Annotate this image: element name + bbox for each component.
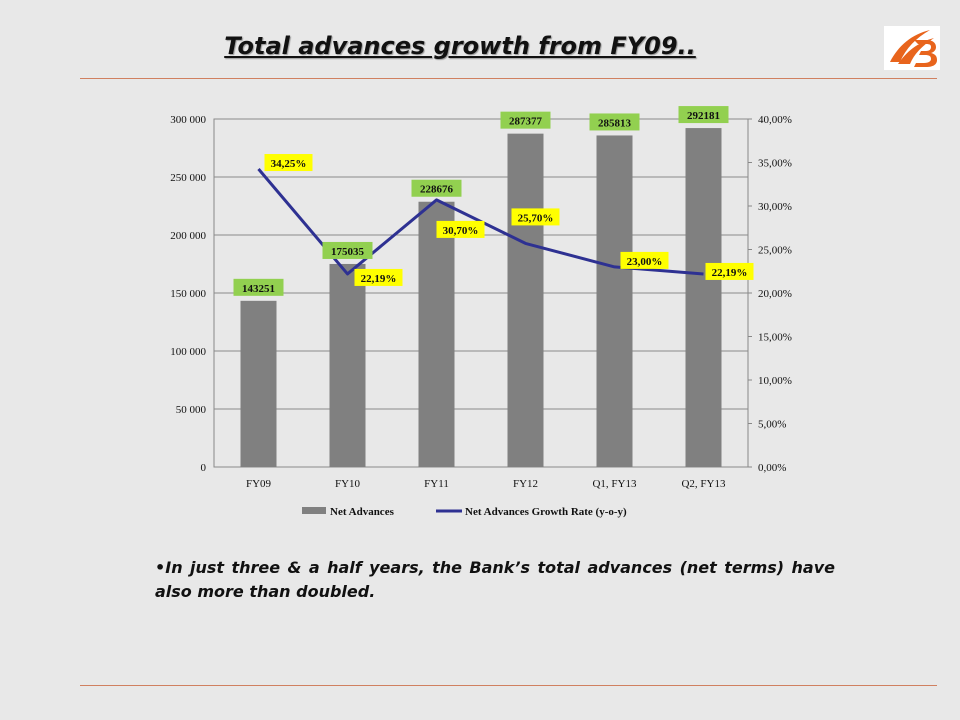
right-tick-label: 10,00%: [758, 375, 792, 387]
bar-label-text: 292181: [687, 110, 720, 122]
line-label-box: [354, 268, 403, 286]
x-tick-label: FY09: [246, 478, 272, 490]
line-label-text: 34,25%: [271, 158, 307, 170]
left-tick-label: 100 000: [170, 346, 206, 358]
right-tick-label: 35,00%: [758, 158, 792, 170]
bar-label-text: 287377: [509, 116, 543, 128]
line-label-text: 30,70%: [443, 225, 479, 237]
left-axis-ticks: 0 50 000 100 000 150 000 200 000 250 000 300 0…: [170, 114, 206, 474]
slide-title: Total advances growth from FY09..: [224, 32, 696, 60]
chart: FY09 FY10 FY11 FY12 Q1, FY13 Q2, FY13 0 50 000…: [170, 106, 792, 518]
x-tick-label: FY10: [335, 478, 361, 490]
line-data-label: 30,70%: [436, 220, 485, 238]
bank-logo: [884, 26, 940, 70]
left-tick-label: 300 000: [170, 114, 206, 126]
bar-data-label: 228676: [411, 179, 462, 197]
bar-label-box: [589, 113, 640, 131]
left-tick-label: 250 000: [170, 172, 206, 184]
legend-bar-swatch: [302, 507, 326, 514]
line-data-label: 23,00%: [620, 251, 669, 269]
left-tick-label: 200 000: [170, 230, 206, 242]
bar: [685, 128, 722, 467]
line-data-label: 34,25%: [264, 154, 313, 172]
line-label-box: [620, 251, 669, 269]
line-label-text: 22,19%: [712, 267, 748, 279]
bar-label-box: [322, 241, 373, 259]
line-label-text: 23,00%: [627, 256, 663, 268]
bars: [240, 128, 722, 468]
right-tick-label: 5,00%: [758, 419, 786, 431]
line-label-box: [511, 208, 560, 226]
right-tick-label: 15,00%: [758, 332, 792, 344]
legend: Net Advances Net Advances Growth Rate (y-…: [302, 506, 627, 518]
x-tick-label: Q2, FY13: [681, 478, 726, 490]
legend-line-label: Net Advances Growth Rate (y-o-y): [465, 506, 627, 518]
bar-label-box: [500, 111, 551, 129]
legend-bar-label: Net Advances: [330, 506, 395, 518]
right-tick-label: 20,00%: [758, 288, 792, 300]
top-divider: [80, 78, 937, 79]
left-tick-label: 150 000: [170, 288, 206, 300]
line-data-label: 25,70%: [511, 208, 560, 226]
left-tick-label: 0: [201, 462, 207, 474]
bar-data-label: 143251: [233, 278, 284, 296]
bar-label-box: [678, 106, 729, 124]
line-data-label: 22,19%: [705, 262, 754, 280]
bar-label-text: 175035: [331, 246, 365, 258]
bullet-content: In just three & a half years, the Bank’s…: [155, 558, 835, 601]
bar-label-box: [233, 278, 284, 296]
bullet-text: •In just three & a half years, the Bank’…: [155, 558, 835, 601]
right-axis-ticks: 0,00% 5,00% 10,00% 15,00% 20,00% 25,00% 30,00%…: [748, 114, 792, 474]
right-tick-label: 0,00%: [758, 462, 786, 474]
bar: [596, 135, 633, 468]
right-tick-label: 25,00%: [758, 245, 792, 257]
line-label-box: [705, 262, 754, 280]
bar: [329, 263, 366, 467]
bar-data-label: 292181: [678, 106, 729, 124]
line-label-box: [264, 154, 313, 172]
line-label-text: 25,70%: [518, 212, 554, 224]
x-tick-label: Q1, FY13: [592, 478, 637, 490]
bar: [507, 133, 544, 467]
right-tick-label: 40,00%: [758, 114, 792, 126]
left-tick-label: 50 000: [176, 404, 207, 416]
bar-label-text: 228676: [420, 184, 454, 196]
x-tick-label: FY11: [424, 478, 449, 490]
bar-data-label: 285813: [589, 113, 640, 131]
x-tick-label: FY12: [513, 478, 538, 490]
bar: [418, 201, 455, 467]
bar-label-text: 285813: [598, 117, 632, 129]
line-data-label: 22,19%: [354, 268, 403, 286]
right-tick-label: 30,00%: [758, 201, 792, 213]
bar-label-box: [411, 179, 462, 197]
x-axis-ticks: FY09 FY10 FY11 FY12 Q1, FY13 Q2, FY13: [246, 478, 726, 490]
bar-data-label: 287377: [500, 111, 551, 129]
line-label-text: 22,19%: [361, 273, 397, 285]
data-labels: 143251 175035 228676 287377 285813 292181 34,2…: [233, 106, 754, 296]
bottom-divider: [80, 685, 937, 686]
line-label-box: [436, 220, 485, 238]
bar-data-label: 175035: [322, 241, 373, 259]
bar-label-text: 143251: [242, 283, 275, 295]
bank-of-baroda-logo-icon: [890, 30, 937, 67]
bar: [240, 300, 277, 467]
